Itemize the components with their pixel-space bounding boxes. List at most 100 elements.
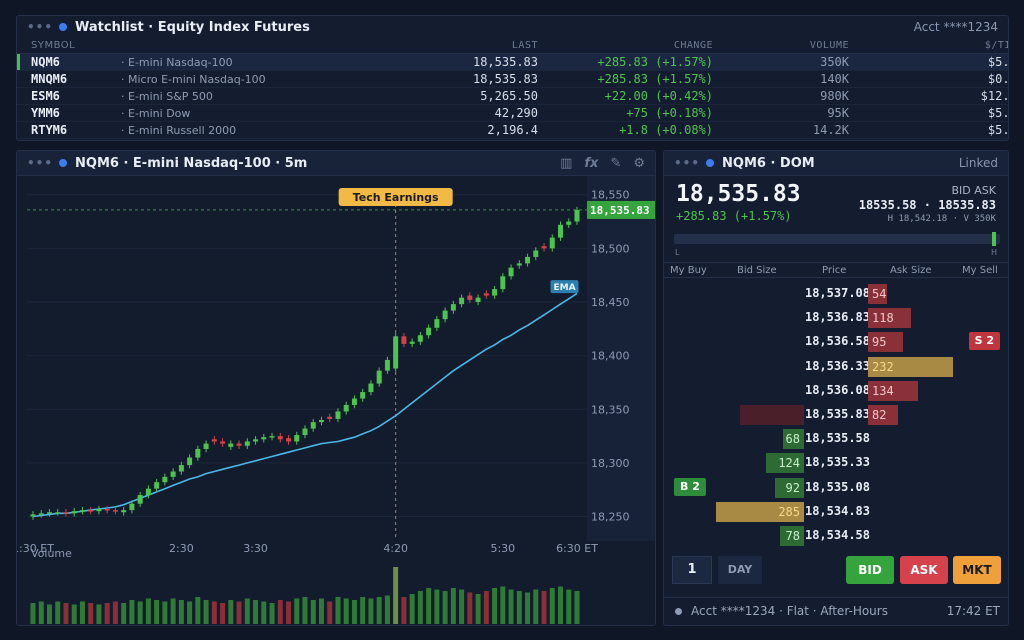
dom-row[interactable]: 68 18,535.58 xyxy=(664,426,1008,450)
col-tick[interactable]: $/TICK xyxy=(984,40,1008,51)
price-level[interactable]: 18,534.58 xyxy=(804,527,870,542)
dom-row[interactable]: 285 18,534.83 xyxy=(664,499,1008,523)
price-level[interactable]: 18,535.83 xyxy=(804,406,870,421)
drag-handle-icon[interactable]: ••• xyxy=(27,20,54,34)
tick-value-cell: $5.00 xyxy=(987,106,1009,120)
price-level[interactable]: 18,535.33 xyxy=(804,455,870,470)
candle xyxy=(541,246,547,249)
price-level[interactable]: 18,537.08 xyxy=(804,286,870,300)
candle xyxy=(417,335,423,342)
bid-size-bar[interactable]: 92 xyxy=(775,477,804,498)
chart-panel: ••• NQM6 · E-mini Nasdaq-100 · 5m ▥ fx ✎… xyxy=(16,150,656,626)
volume-bar xyxy=(549,588,555,624)
dom-row[interactable]: 92 18,535.08 B 2 xyxy=(664,475,1008,499)
watchlist-row[interactable]: RTYM6 · E-mini Russell 2000 2,196.4 +1.8 (+… xyxy=(17,122,1008,139)
change-cell: +285.83 (+1.57%) xyxy=(597,55,713,69)
range-high-label: H xyxy=(990,248,997,257)
dom-row[interactable]: 18,536.58 95 S 2 xyxy=(664,329,1008,353)
price-level[interactable]: 18,536.58 xyxy=(804,334,870,349)
volume-bar xyxy=(483,591,489,624)
range-marker xyxy=(992,232,996,246)
dom-row[interactable]: 78 18,534.58 xyxy=(664,523,1008,547)
candle xyxy=(253,439,259,442)
col-last[interactable]: LAST xyxy=(511,40,538,51)
last-cell: 18,535.83 xyxy=(472,55,538,69)
ask-size-bar[interactable]: 232 xyxy=(868,356,953,377)
ask-size-bar[interactable]: 82 xyxy=(868,404,898,425)
dom-row[interactable]: 18,537.08 54 xyxy=(664,281,1008,305)
price-level[interactable]: 18,535.58 xyxy=(804,431,870,446)
bar-chart-icon[interactable]: ▥ xyxy=(560,155,573,171)
x-tick-label: 1:30 ET xyxy=(17,542,54,555)
price-level[interactable]: 18,536.33 xyxy=(804,358,870,373)
linked-label[interactable]: Linked xyxy=(958,156,998,170)
volume-bar xyxy=(434,589,440,624)
event-marker[interactable] xyxy=(338,188,453,206)
description-cell: · E-mini Russell 2000 xyxy=(121,123,237,137)
volume-bar xyxy=(417,591,423,624)
drag-handle-icon[interactable]: ••• xyxy=(27,156,54,170)
dom-row[interactable]: 18,536.33 232 xyxy=(664,354,1008,378)
price-level[interactable]: 18,535.08 xyxy=(804,479,870,494)
watchlist-row[interactable]: ESM6 · E-mini S&P 500 5,265.50 +22.00 (+0.4… xyxy=(17,88,1008,105)
ask-size-bar[interactable]: 95 xyxy=(868,332,903,353)
volume-bar xyxy=(46,604,52,624)
candle xyxy=(112,510,118,512)
bid-size-bar[interactable]: 124 xyxy=(766,453,804,474)
price-level[interactable]: 18,536.08 xyxy=(804,382,870,397)
candle xyxy=(533,250,539,257)
function-icon[interactable]: fx xyxy=(584,155,599,171)
bid-size-bar[interactable]: 78 xyxy=(780,525,804,546)
range-low-label: L xyxy=(675,248,680,257)
bid-button[interactable]: BID xyxy=(846,556,894,584)
candle xyxy=(277,436,283,440)
bid-size-bar[interactable]: 68 xyxy=(783,429,804,450)
col-symbol[interactable]: SYMBOL xyxy=(31,40,76,51)
col-volume[interactable]: VOLUME xyxy=(809,40,849,51)
candle xyxy=(261,437,267,440)
volume-bar xyxy=(286,601,292,624)
candle xyxy=(558,224,564,238)
volume-bar xyxy=(236,601,242,624)
candle xyxy=(516,263,522,266)
volume-bar xyxy=(475,594,481,624)
market-button[interactable]: MKT xyxy=(953,556,1001,584)
volume-bar xyxy=(220,603,226,624)
dom-row[interactable]: 18,536.08 134 xyxy=(664,378,1008,402)
watchlist-row[interactable]: YMM6 · E-mini Dow 42,290 +75 (+0.18%) 95K $5.… xyxy=(17,105,1008,122)
col-change[interactable]: CHANGE xyxy=(673,40,713,51)
watchlist-row[interactable]: MNQM6 · Micro E-mini Nasdaq-100 18,535.83 +… xyxy=(17,71,1008,88)
volume-bar xyxy=(104,603,110,624)
dom-row[interactable]: 18,535.83 82 xyxy=(664,402,1008,426)
my-buy-order[interactable]: B 2 xyxy=(674,477,706,496)
bid-ask-values: 18535.58 · 18535.83 xyxy=(858,198,996,212)
gear-icon[interactable]: ⚙ xyxy=(633,155,645,171)
price-level[interactable]: 18,536.83 xyxy=(804,310,870,325)
price-level[interactable]: 18,534.83 xyxy=(804,503,870,518)
volume-bar xyxy=(277,600,283,624)
candle xyxy=(137,495,143,504)
my-sell-order[interactable]: S 2 xyxy=(968,332,1000,351)
pencil-icon[interactable]: ✎ xyxy=(610,155,622,171)
ask-size-bar[interactable]: 134 xyxy=(868,380,918,401)
price-chart[interactable]: 18,250 18,300 18,350 18,400 18,450 18,500 18,5… xyxy=(17,176,655,626)
volume-bar xyxy=(310,600,316,624)
bid-size-bar[interactable]: 285 xyxy=(716,501,804,522)
ask-button[interactable]: ASK xyxy=(900,556,948,584)
dom-ladder: 18,537.08 54 18,536.83 118 18,536.58 95 S 2 18,… xyxy=(664,281,1008,547)
ask-size-bar[interactable]: 54 xyxy=(868,284,887,304)
tif-select[interactable]: DAY xyxy=(718,556,762,584)
dom-row[interactable]: 18,536.83 118 xyxy=(664,305,1008,329)
watchlist-row[interactable]: NQM6 · E-mini Nasdaq-100 18,535.83 +285.83 … xyxy=(17,54,1008,71)
candle xyxy=(46,512,52,514)
volume-cell: 95K xyxy=(827,106,849,120)
volume-bar xyxy=(318,598,324,624)
candle xyxy=(442,310,448,320)
drag-handle-icon[interactable]: ••• xyxy=(674,156,701,170)
dom-row[interactable]: 124 18,535.33 xyxy=(664,450,1008,474)
ema-line xyxy=(32,292,578,518)
quantity-input[interactable]: 1 xyxy=(672,556,712,584)
change-cell: +75 (+0.18%) xyxy=(626,106,713,120)
ask-size-bar[interactable]: 118 xyxy=(868,308,911,329)
x-tick-label: 3:30 xyxy=(243,542,268,555)
